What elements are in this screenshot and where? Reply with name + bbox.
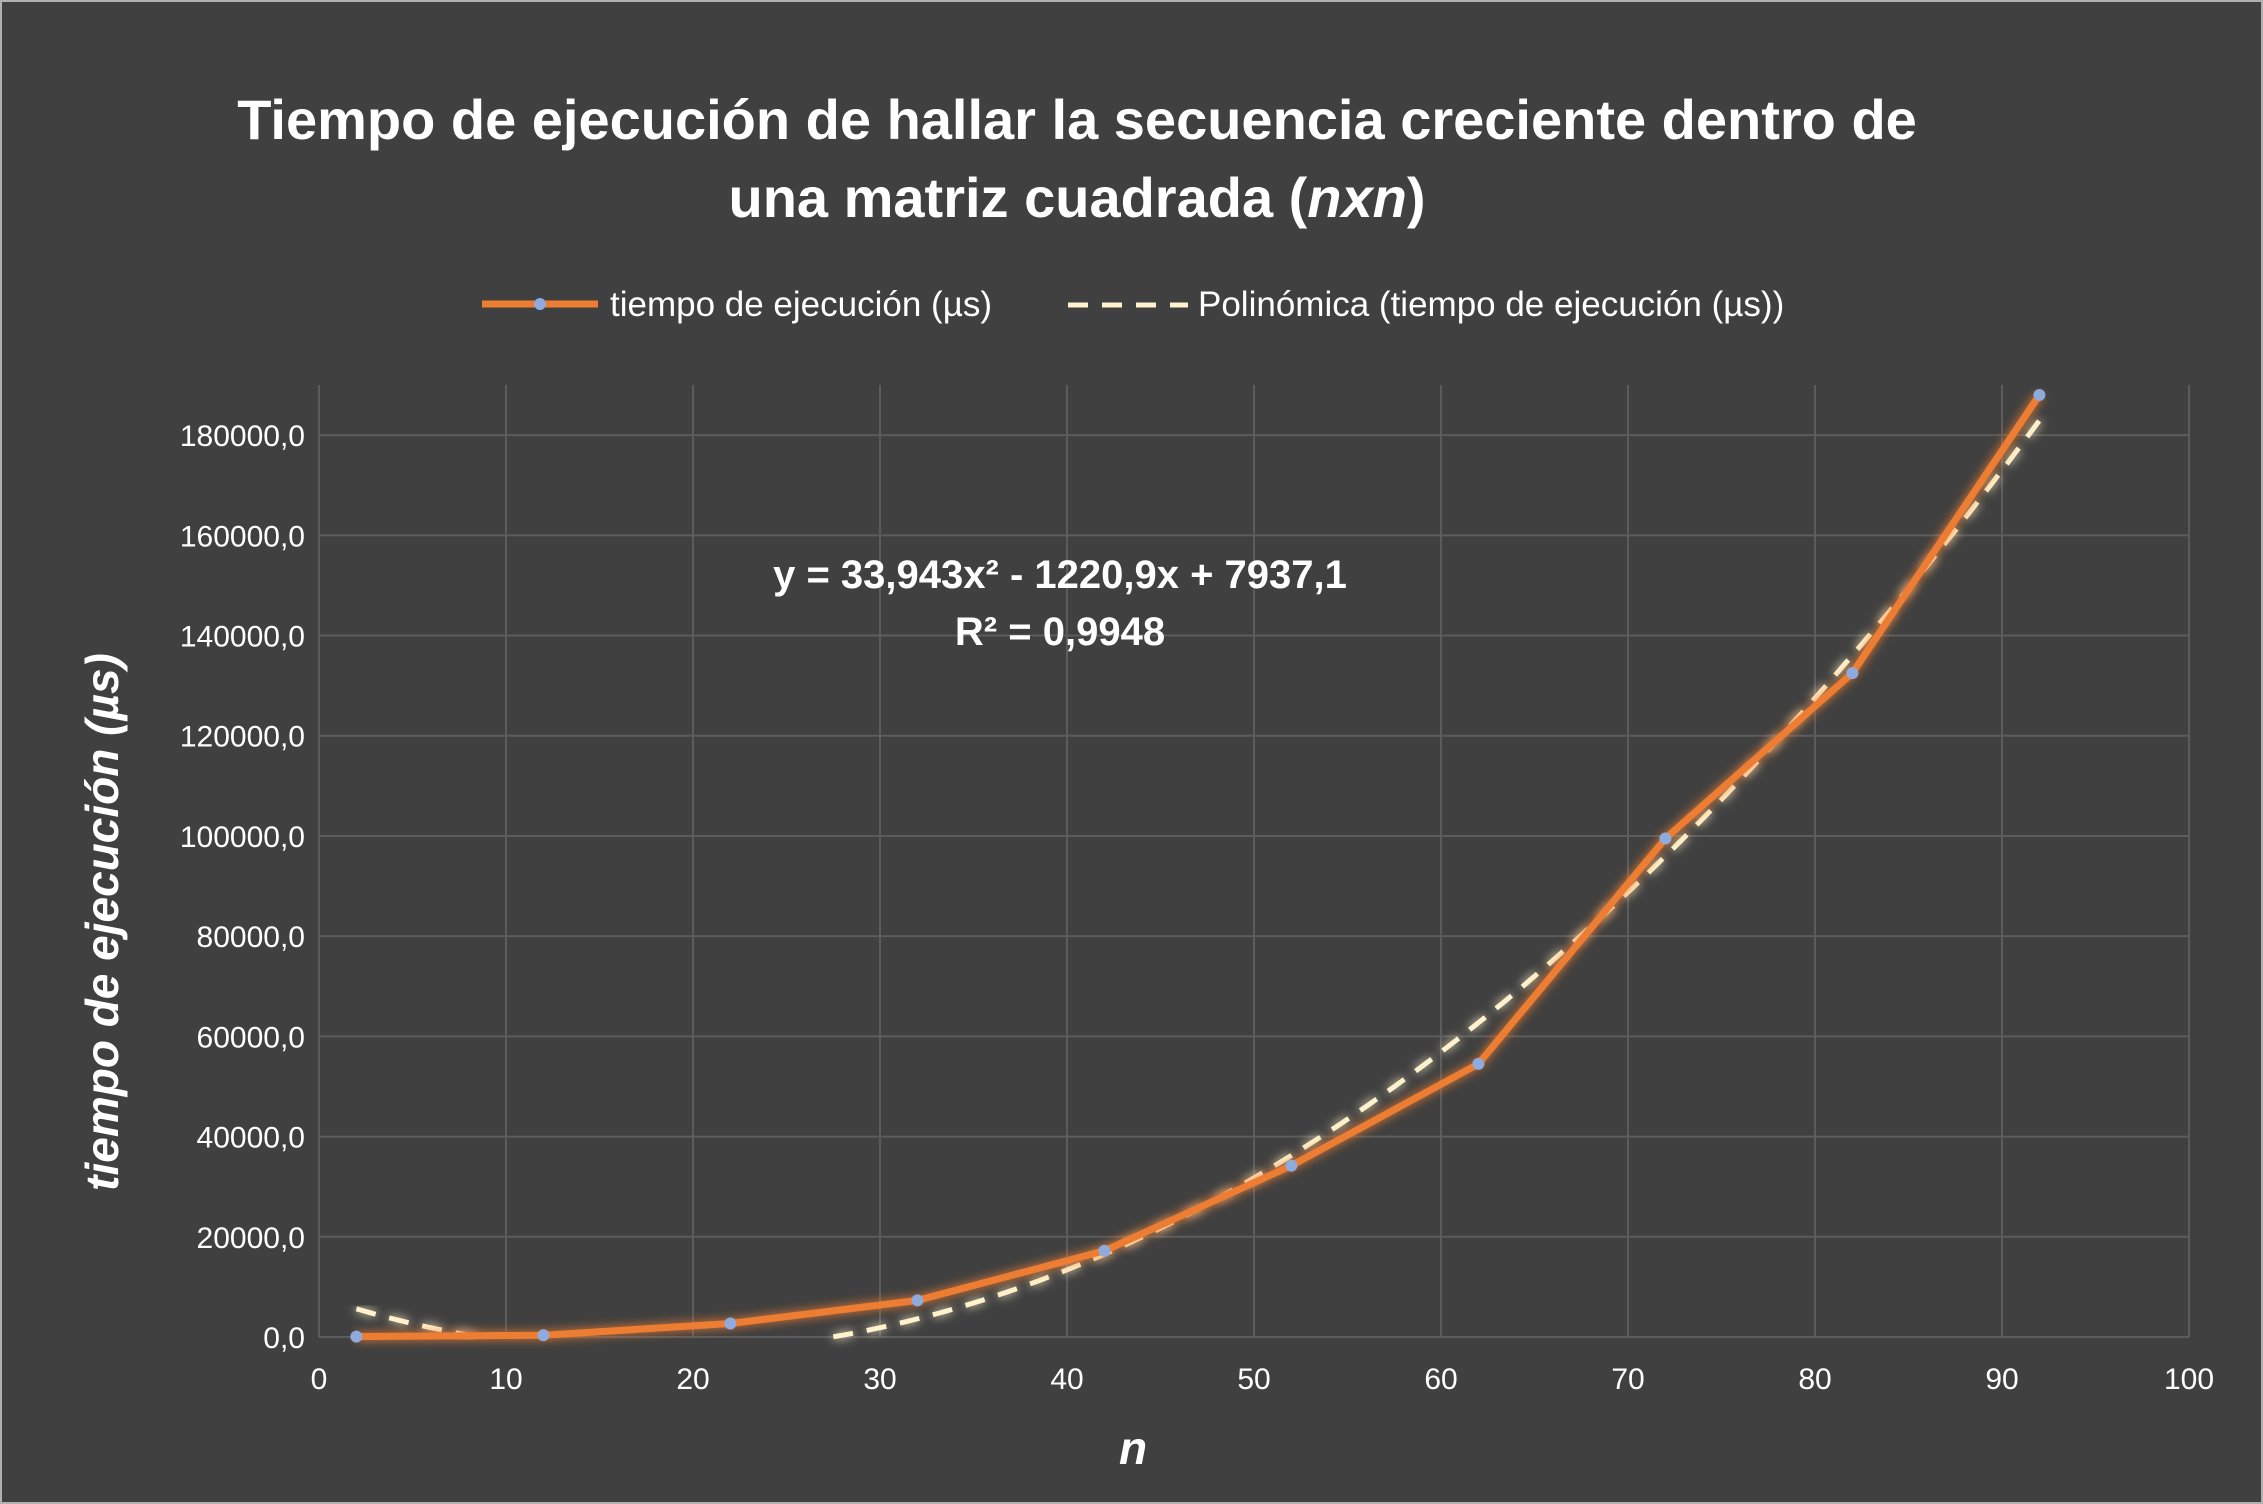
legend: tiempo de ejecución (µs) Polinómica (tie… bbox=[482, 285, 1784, 324]
data-point bbox=[1659, 832, 1672, 845]
x-tick-label: 70 bbox=[1611, 1363, 1644, 1396]
x-axis-title: n bbox=[1119, 1422, 1147, 1474]
data-point bbox=[911, 1294, 924, 1307]
x-tick-label: 80 bbox=[1798, 1363, 1831, 1396]
gridlines bbox=[318, 385, 2190, 1338]
data-point bbox=[1472, 1057, 1485, 1070]
y-tick-label: 60000,0 bbox=[197, 1021, 305, 1054]
y-tick-label: 100000,0 bbox=[180, 821, 305, 854]
chart-title-line2-prefix: una matriz cuadrada ( bbox=[728, 166, 1307, 229]
y-axis-title: tiempo de ejecución (µs) bbox=[76, 653, 128, 1191]
x-tick-label: 100 bbox=[2164, 1363, 2214, 1396]
data-point bbox=[1846, 667, 1859, 680]
x-tick-label: 60 bbox=[1424, 1363, 1457, 1396]
data-point bbox=[724, 1317, 737, 1330]
data-point bbox=[350, 1330, 363, 1343]
series-polyline bbox=[356, 393, 2043, 1341]
data-point bbox=[2033, 389, 2046, 402]
y-tick-label: 40000,0 bbox=[197, 1122, 305, 1155]
data-point bbox=[1098, 1244, 1111, 1257]
y-tick-label: 180000,0 bbox=[180, 420, 305, 453]
legend-series-marker bbox=[534, 298, 546, 310]
y-tick-label: 0,0 bbox=[263, 1322, 305, 1355]
y-tick-label: 20000,0 bbox=[197, 1222, 305, 1255]
legend-trendline-label: Polinómica (tiempo de ejecución (µs)) bbox=[1198, 285, 1784, 324]
x-tick-labels: 0 10 20 30 40 50 60 70 80 90 100 bbox=[311, 1363, 2214, 1396]
x-tick-label: 0 bbox=[311, 1363, 328, 1396]
data-point bbox=[537, 1329, 550, 1342]
x-tick-label: 20 bbox=[676, 1363, 709, 1396]
data-point bbox=[1285, 1159, 1298, 1172]
x-tick-label: 10 bbox=[489, 1363, 522, 1396]
y-tick-label: 160000,0 bbox=[180, 520, 305, 553]
legend-series-label: tiempo de ejecución (µs) bbox=[610, 285, 992, 324]
chart-title-line2-suffix: ) bbox=[1407, 166, 1426, 229]
x-tick-label: 40 bbox=[1050, 1363, 1083, 1396]
chart-title-line2: una matriz cuadrada (nxn) bbox=[728, 166, 1425, 229]
trendline-equation: y = 33,943x² - 1220,9x + 7937,1 bbox=[773, 553, 1347, 597]
y-tick-labels: 0,0 20000,0 40000,0 60000,0 80000,0 100000,0 1… bbox=[180, 420, 305, 1355]
chart-title-line2-italic: nxn bbox=[1307, 166, 1407, 229]
x-tick-label: 30 bbox=[863, 1363, 896, 1396]
chart-title-line1: Tiempo de ejecución de hallar la secuenc… bbox=[237, 88, 1917, 151]
x-tick-label: 50 bbox=[1237, 1363, 1270, 1396]
y-tick-label: 120000,0 bbox=[180, 721, 305, 754]
trendline-r2: R² = 0,9948 bbox=[955, 610, 1165, 654]
trendline-segment bbox=[832, 419, 2042, 1340]
series-line bbox=[350, 389, 2046, 1343]
x-tick-label: 90 bbox=[1985, 1363, 2018, 1396]
y-tick-label: 140000,0 bbox=[180, 621, 305, 654]
y-tick-label: 80000,0 bbox=[197, 921, 305, 954]
